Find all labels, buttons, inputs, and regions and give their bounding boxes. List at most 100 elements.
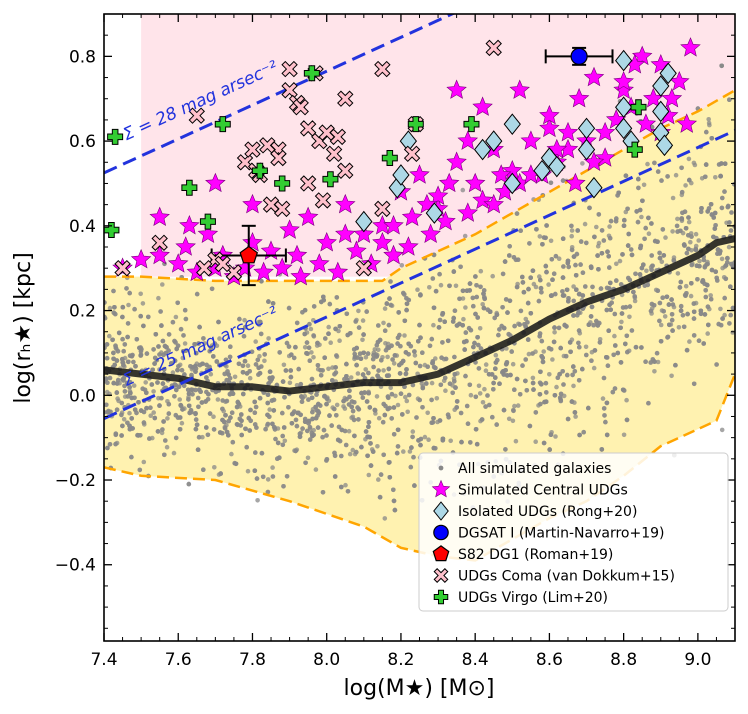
simulated-galaxy-point [632, 294, 637, 299]
simulated-galaxy-point [480, 302, 486, 307]
simulated-galaxy-point [576, 291, 582, 297]
simulated-galaxy-point [356, 417, 361, 422]
simulated-galaxy-point [722, 161, 728, 166]
legend-entry-label: UDGs Coma (van Dokkum+15) [458, 569, 675, 585]
simulated-galaxy-point [324, 457, 330, 462]
simulated-galaxy-point [570, 372, 575, 378]
simulated-galaxy-point [719, 63, 724, 69]
simulated-galaxy-point [273, 436, 278, 442]
plus-data-point [463, 116, 480, 133]
simulated-galaxy-point [252, 399, 257, 405]
simulated-galaxy-point [544, 390, 549, 395]
simulated-galaxy-point [327, 413, 332, 418]
simulated-galaxy-point [678, 228, 683, 234]
simulated-galaxy-point [468, 440, 473, 445]
simulated-galaxy-point [560, 275, 566, 280]
simulated-galaxy-point [358, 356, 364, 362]
simulated-galaxy-point [114, 390, 120, 395]
simulated-galaxy-point [327, 301, 333, 307]
simulated-galaxy-point [281, 425, 287, 430]
simulated-galaxy-point [349, 404, 355, 410]
simulated-galaxy-point [648, 308, 654, 314]
diamond-legend-marker [433, 501, 449, 521]
simulated-galaxy-point [121, 348, 126, 354]
simulated-galaxy-point [211, 354, 216, 359]
simulated-galaxy-point [637, 272, 643, 277]
star-data-point [242, 232, 263, 252]
simulated-galaxy-point [706, 322, 711, 328]
diamond-data-point [548, 155, 566, 178]
simulated-galaxy-point [347, 388, 352, 394]
simulated-galaxy-point [388, 279, 393, 284]
star-data-point [335, 193, 356, 214]
simulated-galaxy-point [216, 319, 221, 325]
simulated-galaxy-point [265, 477, 271, 482]
simulated-galaxy-point [200, 434, 205, 440]
simulated-galaxy-point [119, 400, 125, 406]
simulated-galaxy-point [497, 381, 502, 387]
simulated-galaxy-point [406, 392, 412, 398]
simulated-galaxy-point [676, 325, 682, 330]
simulated-galaxy-point [159, 323, 164, 328]
simulated-galaxy-point [617, 258, 623, 264]
simulated-galaxy-point [474, 294, 480, 300]
simulated-galaxy-point [178, 326, 184, 332]
simulated-galaxy-point [293, 448, 299, 454]
simulated-galaxy-point [156, 344, 161, 349]
simulated-galaxy-point [511, 408, 516, 414]
simulated-galaxy-point [437, 317, 443, 323]
simulated-galaxy-point [170, 370, 176, 375]
simulated-galaxy-point [706, 120, 712, 126]
simulated-galaxy-point [614, 278, 619, 283]
simulated-galaxy-point [122, 389, 128, 394]
simulated-galaxy-point [209, 286, 215, 292]
simulated-galaxy-point [691, 333, 697, 338]
simulated-galaxy-point [493, 366, 498, 372]
simulated-galaxy-point [193, 411, 198, 416]
simulated-galaxy-point [193, 417, 199, 422]
simulated-galaxy-point [637, 207, 643, 213]
simulated-galaxy-point [257, 395, 263, 401]
simulated-galaxy-point [376, 415, 382, 421]
star-data-point [613, 79, 634, 99]
simulated-galaxy-point [333, 326, 338, 332]
simulated-galaxy-point [560, 236, 566, 241]
simulated-galaxy-point [267, 407, 273, 412]
simulated-galaxy-point [144, 390, 149, 396]
simulated-galaxy-point [105, 445, 110, 451]
simulated-galaxy-point [245, 363, 251, 369]
simulated-galaxy-point [625, 349, 630, 355]
simulated-galaxy-point [160, 381, 166, 386]
star-data-point [346, 240, 367, 260]
simulated-galaxy-point [162, 452, 167, 458]
simulated-galaxy-point [328, 340, 334, 346]
simulated-galaxy-point [544, 223, 549, 228]
simulated-galaxy-point [650, 263, 655, 269]
simulated-galaxy-point [105, 410, 111, 415]
simulated-galaxy-point [610, 389, 616, 395]
star-data-point [546, 138, 568, 159]
simulated-galaxy-point [119, 433, 124, 438]
star-data-point [297, 206, 319, 227]
simulated-galaxy-point [265, 400, 271, 406]
simulated-galaxy-point [248, 407, 253, 413]
simulated-galaxy-point [230, 391, 236, 397]
simulated-galaxy-point [691, 301, 697, 306]
star-data-point [583, 66, 605, 87]
simulated-galaxy-point [165, 416, 170, 421]
simulated-galaxy-point [439, 355, 444, 361]
simulated-galaxy-point [727, 97, 732, 102]
x-tick-label: 7.4 [90, 650, 117, 670]
simulated-galaxy-point [217, 336, 222, 341]
simulated-galaxy-point [402, 318, 408, 324]
simulated-galaxy-point [536, 298, 542, 304]
simulated-galaxy-point [514, 376, 520, 382]
simulated-galaxy-point [239, 418, 244, 424]
simulated-galaxy-point [533, 439, 538, 445]
plus-data-point [630, 99, 647, 116]
simulated-galaxy-point [111, 310, 117, 316]
simulated-galaxy-point [718, 173, 723, 179]
simulated-galaxy-point [501, 325, 507, 331]
simulated-galaxy-point [129, 395, 134, 401]
simulated-galaxy-point [691, 316, 697, 321]
